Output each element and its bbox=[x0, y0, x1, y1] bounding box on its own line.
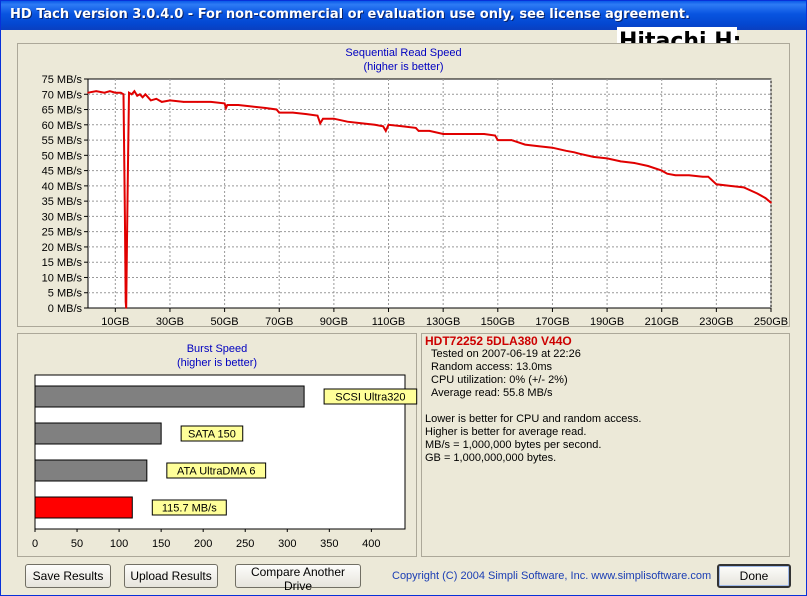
burst-chart-panel: Burst Speed (higher is better) bbox=[17, 333, 417, 557]
title-bar[interactable]: HD Tach version 3.0.4.0 - For non-commer… bbox=[1, 1, 806, 30]
done-button[interactable]: Done bbox=[717, 564, 791, 588]
average-read: Average read: 55.8 MB/s bbox=[431, 387, 553, 399]
drive-model: HDT72252 5DLA380 V44O bbox=[425, 334, 572, 348]
note-average: Higher is better for average read. bbox=[425, 426, 587, 438]
burst-chart-title: Burst Speed bbox=[186, 343, 248, 355]
upload-results-button[interactable]: Upload Results bbox=[124, 564, 218, 588]
read-chart-panel: Sequential Read Speed (higher is better) bbox=[17, 43, 790, 327]
save-results-button[interactable]: Save Results bbox=[25, 564, 111, 588]
note-mbs: MB/s = 1,000,000 bytes per second. bbox=[425, 439, 602, 451]
tested-date: Tested on 2007-06-19 at 22:26 bbox=[431, 348, 581, 360]
read-chart-subtitle: (higher is better) bbox=[363, 61, 444, 73]
cpu-utilization: CPU utilization: 0% (+/- 2%) bbox=[431, 374, 568, 386]
note-cpu: Lower is better for CPU and random acces… bbox=[425, 413, 642, 425]
compare-drive-button[interactable]: Compare Another Drive bbox=[235, 564, 361, 593]
drive-info: HDT72252 5DLA380 V44O Tested on 2007-06-… bbox=[425, 335, 641, 465]
burst-chart-subtitle: (higher is better) bbox=[176, 357, 258, 369]
info-panel bbox=[421, 333, 790, 557]
copyright-link[interactable]: Copyright (C) 2004 Simpli Software, Inc.… bbox=[392, 570, 712, 582]
window-title: HD Tach version 3.0.4.0 - For non-commer… bbox=[10, 7, 690, 22]
read-chart-title: Sequential Read Speed bbox=[345, 47, 462, 59]
note-gb: GB = 1,000,000,000 bytes. bbox=[425, 452, 557, 464]
random-access: Random access: 13.0ms bbox=[431, 361, 553, 373]
